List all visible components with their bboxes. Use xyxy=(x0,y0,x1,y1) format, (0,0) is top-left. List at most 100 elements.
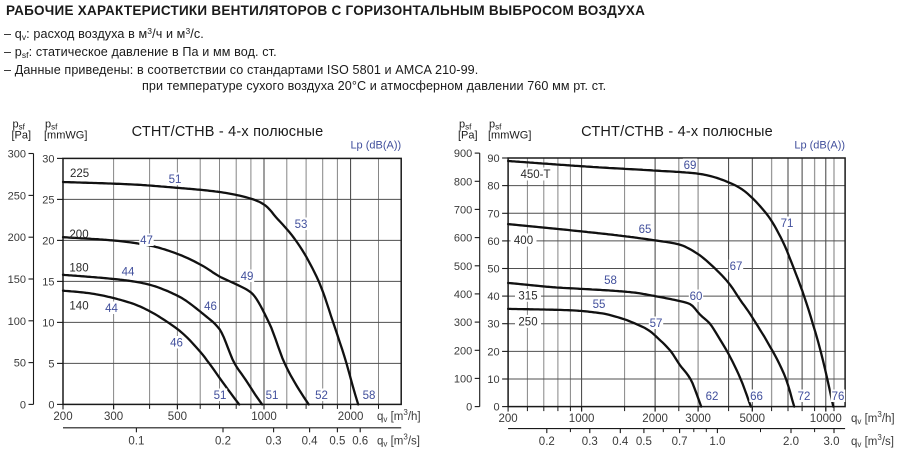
svg-text:90: 90 xyxy=(487,153,499,165)
svg-text:0.2: 0.2 xyxy=(539,436,555,448)
svg-text:0: 0 xyxy=(48,399,54,411)
svg-text:58: 58 xyxy=(363,390,376,402)
svg-text:53: 53 xyxy=(295,219,308,231)
svg-text:66: 66 xyxy=(750,391,763,403)
svg-text:225: 225 xyxy=(70,168,89,180)
svg-text:72: 72 xyxy=(798,391,811,403)
svg-text:0.3: 0.3 xyxy=(266,435,282,447)
svg-text:50: 50 xyxy=(14,358,26,370)
svg-text:0.1: 0.1 xyxy=(128,435,144,447)
svg-text:[mmWG]: [mmWG] xyxy=(44,130,87,142)
svg-text:300: 300 xyxy=(8,149,26,161)
svg-text:0.4: 0.4 xyxy=(302,435,319,447)
svg-text:2000: 2000 xyxy=(338,411,364,423)
svg-text:0.5: 0.5 xyxy=(636,436,652,448)
svg-text:30: 30 xyxy=(42,153,54,165)
svg-text:180: 180 xyxy=(69,263,88,275)
svg-text:200: 200 xyxy=(69,229,88,241)
svg-text:500: 500 xyxy=(168,411,187,423)
svg-text:450-T: 450-T xyxy=(520,169,550,181)
svg-text:150: 150 xyxy=(8,274,26,286)
svg-text:69: 69 xyxy=(684,160,697,172)
svg-text:СТНТ/СТНВ - 4-х полюсные: СТНТ/СТНВ - 4-х полюсные xyxy=(132,124,324,140)
svg-text:[mmWG]: [mmWG] xyxy=(488,130,531,142)
svg-text:315: 315 xyxy=(518,290,537,302)
svg-text:67: 67 xyxy=(730,261,743,273)
svg-text:[Pa]: [Pa] xyxy=(458,130,478,142)
svg-text:0.4: 0.4 xyxy=(612,436,629,448)
svg-text:100: 100 xyxy=(454,373,472,385)
svg-text:400: 400 xyxy=(454,289,472,301)
svg-text:0.6: 0.6 xyxy=(352,435,368,447)
svg-text:10000: 10000 xyxy=(810,413,842,425)
svg-text:1000: 1000 xyxy=(569,413,595,425)
svg-text:58: 58 xyxy=(604,275,617,287)
svg-text:СТНТ/СТНВ - 4-х полюсные: СТНТ/СТНВ - 4-х полюсные xyxy=(581,124,773,140)
svg-text:qv [m3/h]: qv [m3/h] xyxy=(377,408,421,424)
svg-text:51: 51 xyxy=(214,390,227,402)
svg-text:300: 300 xyxy=(104,411,123,423)
svg-text:psf: psf xyxy=(459,119,472,132)
svg-text:55: 55 xyxy=(593,299,606,311)
svg-text:70: 70 xyxy=(487,208,499,220)
svg-text:0.7: 0.7 xyxy=(672,436,688,448)
svg-text:140: 140 xyxy=(69,301,88,313)
svg-text:51: 51 xyxy=(169,174,182,186)
svg-text:57: 57 xyxy=(650,318,663,330)
svg-text:0.3: 0.3 xyxy=(582,436,598,448)
svg-text:40: 40 xyxy=(487,291,499,303)
svg-text:qv [m3/s]: qv [m3/s] xyxy=(377,432,420,448)
svg-text:44: 44 xyxy=(122,267,135,279)
svg-text:5000: 5000 xyxy=(740,413,766,425)
svg-text:qv [m3/h]: qv [m3/h] xyxy=(851,410,895,426)
svg-text:1.0: 1.0 xyxy=(709,436,725,448)
svg-text:20: 20 xyxy=(42,235,54,247)
svg-text:80: 80 xyxy=(487,181,499,193)
svg-text:400: 400 xyxy=(514,235,533,247)
svg-text:1000: 1000 xyxy=(251,411,277,423)
svg-text:600: 600 xyxy=(454,233,472,245)
svg-text:250: 250 xyxy=(518,316,537,328)
svg-text:psf: psf xyxy=(489,119,502,132)
svg-text:2.0: 2.0 xyxy=(783,436,799,448)
svg-text:900: 900 xyxy=(454,148,472,160)
svg-text:65: 65 xyxy=(639,224,652,236)
svg-text:200: 200 xyxy=(8,232,26,244)
svg-text:200: 200 xyxy=(53,411,72,423)
svg-text:0: 0 xyxy=(20,399,26,411)
svg-text:psf: psf xyxy=(45,119,58,132)
svg-text:10: 10 xyxy=(487,374,499,386)
svg-text:46: 46 xyxy=(170,338,183,350)
svg-text:51: 51 xyxy=(266,390,279,402)
svg-text:15: 15 xyxy=(42,276,54,288)
svg-text:60: 60 xyxy=(487,236,499,248)
svg-text:52: 52 xyxy=(315,390,328,402)
svg-text:0: 0 xyxy=(466,402,472,414)
svg-text:800: 800 xyxy=(454,176,472,188)
svg-text:30: 30 xyxy=(487,319,499,331)
svg-text:250: 250 xyxy=(8,190,26,202)
svg-text:47: 47 xyxy=(140,235,153,247)
svg-text:0: 0 xyxy=(493,402,499,414)
svg-text:10: 10 xyxy=(42,317,54,329)
svg-text:100: 100 xyxy=(8,316,26,328)
svg-text:2000: 2000 xyxy=(642,413,668,425)
svg-text:Lp (dB(A)): Lp (dB(A)) xyxy=(794,140,845,152)
svg-text:700: 700 xyxy=(454,204,472,216)
svg-text:psf: psf xyxy=(13,119,26,132)
svg-text:20: 20 xyxy=(487,346,499,358)
svg-text:46: 46 xyxy=(204,301,217,313)
svg-text:49: 49 xyxy=(241,271,254,283)
svg-text:Lp (dB(A)): Lp (dB(A)) xyxy=(350,140,401,152)
svg-text:300: 300 xyxy=(454,317,472,329)
svg-text:71: 71 xyxy=(781,218,794,230)
svg-text:3000: 3000 xyxy=(685,413,711,425)
svg-text:500: 500 xyxy=(454,261,472,273)
svg-text:200: 200 xyxy=(454,345,472,357)
svg-text:5: 5 xyxy=(48,358,54,370)
svg-text:62: 62 xyxy=(706,391,719,403)
svg-text:3.0: 3.0 xyxy=(824,436,840,448)
svg-text:50: 50 xyxy=(487,264,499,276)
svg-text:44: 44 xyxy=(105,303,118,315)
svg-text:76: 76 xyxy=(832,391,845,403)
